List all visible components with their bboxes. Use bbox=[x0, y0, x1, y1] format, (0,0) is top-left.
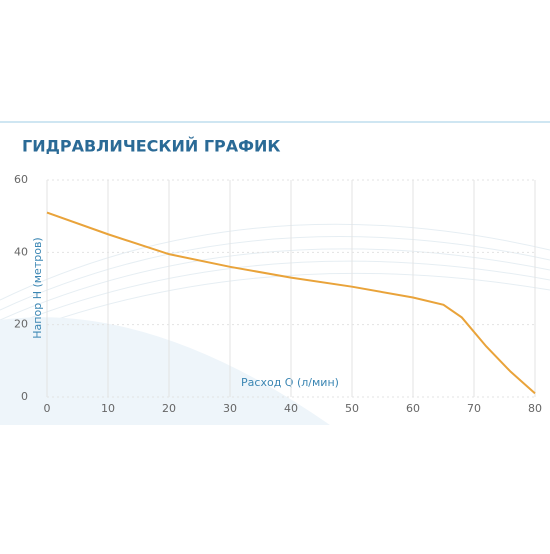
line-series bbox=[46, 211, 536, 395]
x-axis-label: Расход Q (л/мин) bbox=[241, 376, 339, 389]
swirl bbox=[0, 272, 550, 341]
y-tick-label: 60 bbox=[14, 173, 28, 186]
x-tick-label: 0 bbox=[44, 402, 51, 415]
swirl bbox=[0, 260, 550, 331]
swirl bbox=[0, 223, 550, 301]
x-tick-label: 40 bbox=[284, 402, 298, 415]
y-axis-label: Напор Н (метров) bbox=[31, 237, 44, 338]
x-tick-label: 10 bbox=[101, 402, 115, 415]
x-tick-label: 60 bbox=[406, 402, 420, 415]
y-tick-label: 40 bbox=[14, 245, 28, 258]
x-tick-label: 70 bbox=[467, 402, 481, 415]
x-tick-label: 80 bbox=[528, 402, 542, 415]
swirl bbox=[0, 236, 550, 311]
y-tick-label: 20 bbox=[14, 318, 28, 331]
x-tick-label: 20 bbox=[162, 402, 176, 415]
x-tick-label: 50 bbox=[345, 402, 359, 415]
chart-title: ГИДРАВЛИЧЕСКИЙ ГРАФИК bbox=[22, 137, 281, 156]
y-tick-label: 0 bbox=[21, 390, 28, 403]
decoration-area bbox=[0, 317, 330, 425]
x-tick-label: 30 bbox=[223, 402, 237, 415]
